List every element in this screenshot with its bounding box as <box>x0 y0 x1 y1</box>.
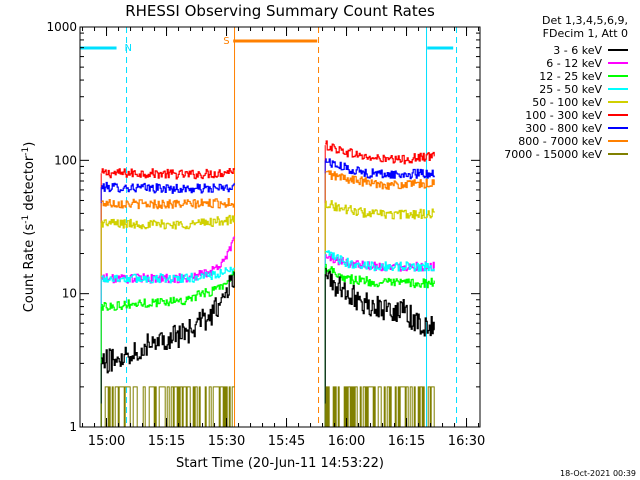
series-line <box>325 158 435 180</box>
x-tick-label: 16:30 <box>448 434 485 449</box>
legend-entry-label: 100 - 300 keV <box>525 109 602 122</box>
series-line <box>101 198 235 210</box>
flag-label: N <box>125 43 132 54</box>
series-line <box>101 271 235 374</box>
flag-label: S <box>223 36 229 47</box>
y-tick-label: 1000 <box>46 20 77 34</box>
series-line <box>101 181 235 194</box>
series-3-6-keV <box>100 268 435 427</box>
y-axis-label-exponent: -1 <box>21 147 31 156</box>
series-line <box>101 266 235 284</box>
legend-entry-label: 12 - 25 keV <box>539 70 602 83</box>
y-tick-label: 1 <box>69 420 77 434</box>
legend-header-line: Det 1,3,4,5,6,9, <box>542 14 628 27</box>
legend-entry-label: 7000 - 15000 keV <box>504 148 602 161</box>
series-line <box>325 170 435 190</box>
y-axis-label-part: ) <box>22 142 37 147</box>
legend: Det 1,3,4,5,6,9,FDecim 1, Att 0 3 - 6 keV… <box>504 14 628 161</box>
series-line <box>325 250 435 272</box>
series-line <box>101 168 235 180</box>
series-line <box>101 271 235 311</box>
plot-frame <box>79 26 481 428</box>
x-tick-label: 15:30 <box>208 434 245 449</box>
y-axis-label-exponent: -1 <box>21 215 31 224</box>
series-line <box>325 200 435 220</box>
y-tick-label: 10 <box>62 287 77 301</box>
series-layer <box>100 140 435 428</box>
flag-layer: NS <box>79 27 458 427</box>
x-axis-label: Start Time (20-Jun-11 14:53:22) <box>176 456 384 471</box>
axes-layer: 1 10 100 1000 15:00 15:15 15:30 15:45 16:00 16:15… <box>46 20 485 449</box>
series-line <box>101 214 235 230</box>
series-line <box>325 140 435 165</box>
y-axis-label-part: Count Rate (s <box>22 224 37 313</box>
x-tick-label: 15:45 <box>268 434 305 449</box>
series-line <box>101 386 235 428</box>
series-line <box>101 236 235 284</box>
legend-entry-label: 3 - 6 keV <box>553 44 602 57</box>
legend-entry-label: 800 - 7000 keV <box>518 135 602 148</box>
y-tick-label: 100 <box>54 153 77 167</box>
series-line <box>325 386 435 428</box>
legend-entry-label: 6 - 12 keV <box>546 57 602 70</box>
x-tick-label: 15:15 <box>148 434 185 449</box>
y-axis-label-part: detector <box>22 155 37 215</box>
series-line <box>325 268 435 337</box>
series-line <box>325 263 435 289</box>
x-tick-label: 16:15 <box>388 434 425 449</box>
legend-entry-label: 50 - 100 keV <box>532 96 602 109</box>
legend-entry-label: 300 - 800 keV <box>525 122 602 135</box>
legend-entry-label: 25 - 50 keV <box>539 83 602 96</box>
x-tick-label: 16:00 <box>328 434 365 449</box>
legend-header-line: FDecim 1, Att 0 <box>543 27 628 40</box>
chart-title: RHESSI Observing Summary Count Rates <box>125 2 435 20</box>
x-tick-label: 15:00 <box>88 434 125 449</box>
timestamp-footer: 18-Oct-2021 00:39 <box>560 469 636 478</box>
y-axis-label: Count Rate (s-1 detector-1) <box>21 142 37 313</box>
series-7000-15000-keV <box>100 386 435 428</box>
